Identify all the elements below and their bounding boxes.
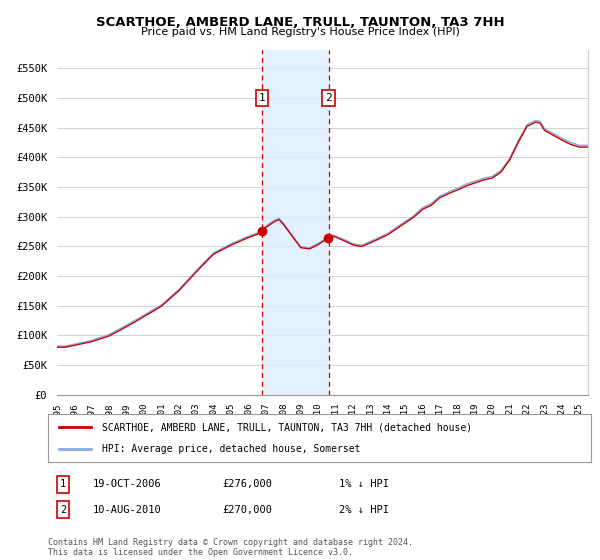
Text: 1: 1 (60, 479, 66, 489)
Text: HPI: Average price, detached house, Somerset: HPI: Average price, detached house, Some… (103, 444, 361, 454)
Text: SCARTHOE, AMBERD LANE, TRULL, TAUNTON, TA3 7HH: SCARTHOE, AMBERD LANE, TRULL, TAUNTON, T… (95, 16, 505, 29)
Text: 1: 1 (259, 93, 266, 103)
Text: 2: 2 (325, 93, 332, 103)
Text: 1% ↓ HPI: 1% ↓ HPI (339, 479, 389, 489)
Bar (262, 50, 329, 395)
Text: Price paid vs. HM Land Registry's House Price Index (HPI): Price paid vs. HM Land Registry's House … (140, 27, 460, 37)
Text: 2: 2 (60, 505, 66, 515)
Text: 2% ↓ HPI: 2% ↓ HPI (339, 505, 389, 515)
Text: 19-OCT-2006: 19-OCT-2006 (93, 479, 162, 489)
Text: Contains HM Land Registry data © Crown copyright and database right 2024.
This d: Contains HM Land Registry data © Crown c… (48, 538, 413, 557)
Text: 10-AUG-2010: 10-AUG-2010 (93, 505, 162, 515)
Text: £270,000: £270,000 (222, 505, 272, 515)
Text: SCARTHOE, AMBERD LANE, TRULL, TAUNTON, TA3 7HH (detached house): SCARTHOE, AMBERD LANE, TRULL, TAUNTON, T… (103, 422, 472, 432)
Text: £276,000: £276,000 (222, 479, 272, 489)
